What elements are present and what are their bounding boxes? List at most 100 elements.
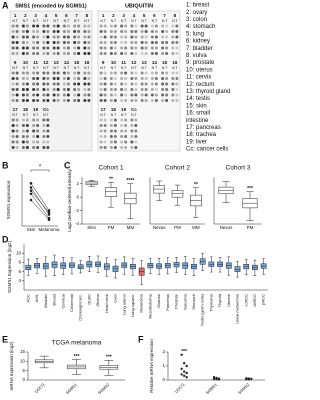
blot-dot — [161, 71, 165, 75]
blot-dot — [175, 88, 179, 91]
blot-dot — [154, 52, 158, 55]
blot-dot — [21, 88, 25, 91]
panel-label: E — [2, 334, 8, 344]
blot-column-number: 8 — [174, 13, 177, 18]
blot-dot — [73, 30, 77, 33]
blot-column-header: N T — [23, 113, 29, 117]
blot-column-number: 3 — [34, 13, 37, 18]
blot-dot — [171, 88, 175, 91]
blot-dot — [150, 99, 154, 102]
blot-dot — [42, 24, 46, 28]
blot-dot — [130, 124, 134, 127]
blot-dot — [103, 118, 107, 122]
blot-dot — [124, 77, 128, 80]
legend-entry: 18: trachea — [186, 132, 217, 138]
blot-dot — [42, 93, 46, 97]
blot-dot — [144, 88, 148, 91]
blot-dot — [42, 30, 46, 33]
blot-dot — [73, 71, 77, 75]
point — [29, 198, 33, 202]
blot-column-header: N T — [131, 19, 137, 23]
blot-dot — [46, 140, 50, 144]
point — [185, 371, 188, 375]
blot-dot — [124, 71, 128, 75]
x-tick-label: Cholangiocarc. — [78, 294, 83, 321]
blot-dot — [32, 140, 36, 144]
blot-dot — [161, 77, 165, 80]
legend-entry: 14: testis — [186, 96, 210, 102]
blot-dot — [15, 46, 19, 50]
blot-column-header: N T — [131, 113, 137, 117]
blot-column-number: 1 — [14, 13, 17, 18]
blot-dot — [36, 41, 40, 44]
blot-column-header: N T — [53, 66, 59, 70]
blot-dot — [175, 71, 179, 75]
blot-dot — [150, 82, 154, 86]
x-tick-label: Liver — [113, 293, 118, 302]
blot-dot — [120, 118, 124, 122]
blot-dot — [130, 71, 134, 75]
blot-column-header: N T — [121, 113, 127, 117]
blot-dot — [32, 88, 36, 91]
blot-dot — [56, 71, 60, 75]
blot-dot — [130, 88, 134, 91]
y-axis-label: Relative mRNA expression — [149, 339, 154, 393]
blot-column-number: 13 — [142, 60, 148, 65]
x-tick-label: UGCG — [174, 382, 186, 394]
panel-label: A — [2, 0, 9, 10]
blot-dot — [154, 99, 158, 102]
y-tick-label: 0 — [162, 377, 165, 382]
blot-dot — [120, 35, 124, 39]
blot-dot — [161, 24, 165, 28]
blot-dot — [46, 93, 50, 97]
blot-dot — [42, 71, 46, 75]
blot-column-header: N T — [141, 66, 147, 70]
blot-dot — [99, 46, 103, 50]
blot-dot — [144, 99, 148, 102]
point — [247, 378, 251, 381]
panel-label: B — [2, 160, 9, 170]
blot-dot — [109, 124, 113, 127]
blot-dot — [140, 46, 144, 50]
blot-dot — [21, 46, 25, 50]
blot-dot — [150, 46, 154, 50]
blot-column-header: N T — [172, 19, 178, 23]
legend-entry: 10: uterus — [186, 67, 213, 73]
legend-entry: 16: small — [186, 111, 210, 117]
blot-dot — [11, 118, 15, 122]
blot-column-header: N T — [131, 66, 137, 70]
blot-dot — [42, 124, 46, 127]
blot-dot — [175, 35, 179, 39]
legend-entry: 5: lung — [186, 31, 204, 37]
blot-dot — [124, 129, 128, 133]
blot-dot — [77, 99, 81, 102]
y-tick-label: 4 — [18, 278, 21, 283]
blot-dot — [32, 41, 36, 44]
blot-dot — [150, 30, 154, 33]
blot-dot — [52, 99, 56, 102]
blot-column-header: N T — [33, 113, 39, 117]
blot-dot — [113, 88, 117, 91]
blot-dot — [120, 41, 124, 44]
blot-dot — [113, 82, 117, 86]
blot-dot — [11, 99, 15, 102]
blot-dot — [134, 135, 138, 138]
chart-title: TCGA melanoma — [52, 340, 102, 347]
y-axis-label: mRNA expression (log2) — [9, 341, 14, 390]
blot-dot — [171, 41, 175, 44]
blot-dot — [109, 146, 113, 149]
blot-dot — [25, 30, 29, 33]
y-tick-label: 6 — [18, 269, 21, 274]
y-tick-label: 10 — [16, 250, 22, 255]
blot-dot — [11, 88, 15, 91]
blot-dot — [87, 30, 91, 33]
blot-column-header: N T — [23, 19, 29, 23]
x-tick-label: Skin — [87, 225, 96, 230]
blot-dot — [15, 30, 19, 33]
blot-dot — [66, 82, 70, 86]
significance: *** — [247, 186, 253, 192]
blot-dot — [120, 30, 124, 33]
blot-dot — [120, 46, 124, 50]
blot-dot — [130, 93, 134, 97]
blot-dot — [15, 82, 19, 86]
